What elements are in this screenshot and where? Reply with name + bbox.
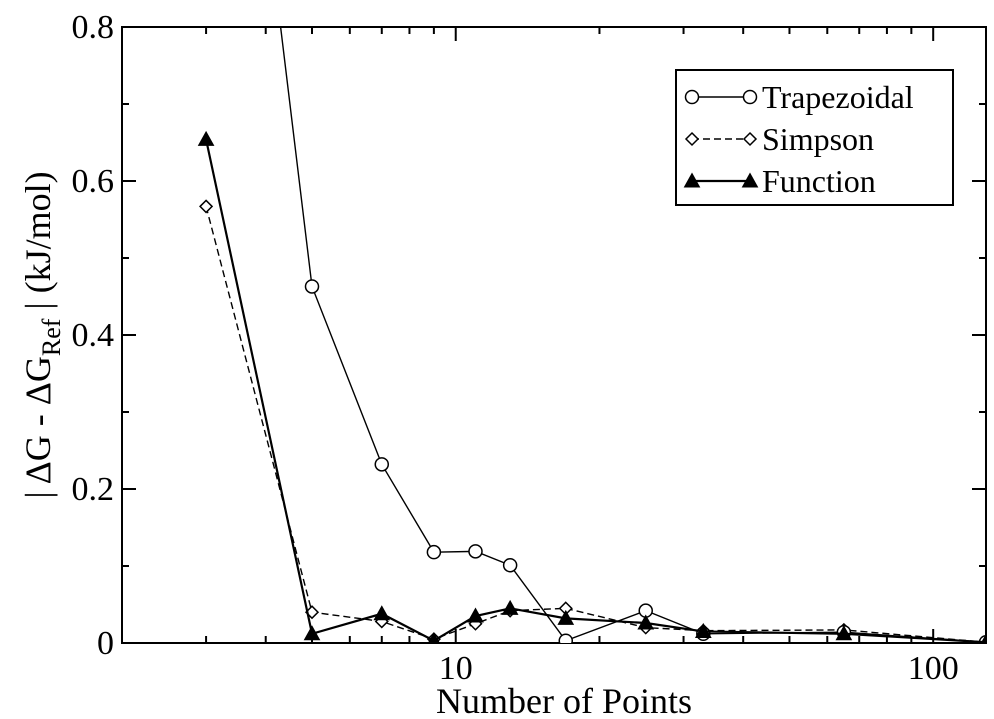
legend-box [675,69,954,206]
legend-marker-function [683,172,701,188]
data-point-trapezoidal [426,544,442,560]
data-point-simpson [199,199,214,214]
y-tick-label: 0.6 [72,163,115,200]
data-point-trapezoidal [304,279,320,294]
y-tick-label: 0.8 [72,9,115,46]
legend: Trapezoidal Simpson Function [675,69,954,206]
data-point-function [980,633,986,643]
legend-marker-simpson [684,131,700,147]
data-point-function [467,607,484,623]
x-tick-label: 100 [908,650,959,687]
legend-marker-function [741,172,759,188]
data-point-function [694,622,712,638]
data-point-trapezoidal [502,557,518,573]
legend-marker-simpson [742,131,758,147]
data-point-trapezoidal [468,544,483,559]
data-point-function [303,625,321,641]
data-point-function [427,632,440,643]
legend-label-trapezoidal: Trapezoidal [762,79,914,115]
data-point-function [557,609,575,625]
y-axis-title-subscript: Ref [37,318,66,356]
data-point-function [835,625,853,641]
series-line-simpson [205,206,986,643]
data-point-function [373,605,391,621]
x-axis-title: Number of Points [436,681,692,719]
x-tick-label: 10 [439,650,473,687]
legend-label-function: Function [762,163,876,199]
legend-marker-trapezoidal [684,89,700,105]
series-layer [197,27,986,643]
y-tick-label: 0.2 [72,471,115,508]
data-point-trapezoidal [374,457,390,472]
y-axis-title: | ΔG - ΔGRef | (kJ/mol) [18,171,66,498]
legend-marker-trapezoidal [742,89,758,105]
y-axis-title-suffix: | (kJ/mol) [18,171,58,318]
data-point-function [501,599,519,615]
legend-label-simpson: Simpson [762,121,874,157]
axis-ticks [121,26,986,644]
y-tick-label: 0 [97,625,114,662]
data-point-trapezoidal [558,633,574,643]
y-tick-label: 0.4 [72,317,115,354]
data-point-function [637,614,655,630]
y-axis-title-main: | ΔG - ΔG [18,356,58,499]
tick-labels: 0 0.2 0.4 0.6 0.8 10 100 [72,9,959,687]
data-point-function [197,130,215,146]
